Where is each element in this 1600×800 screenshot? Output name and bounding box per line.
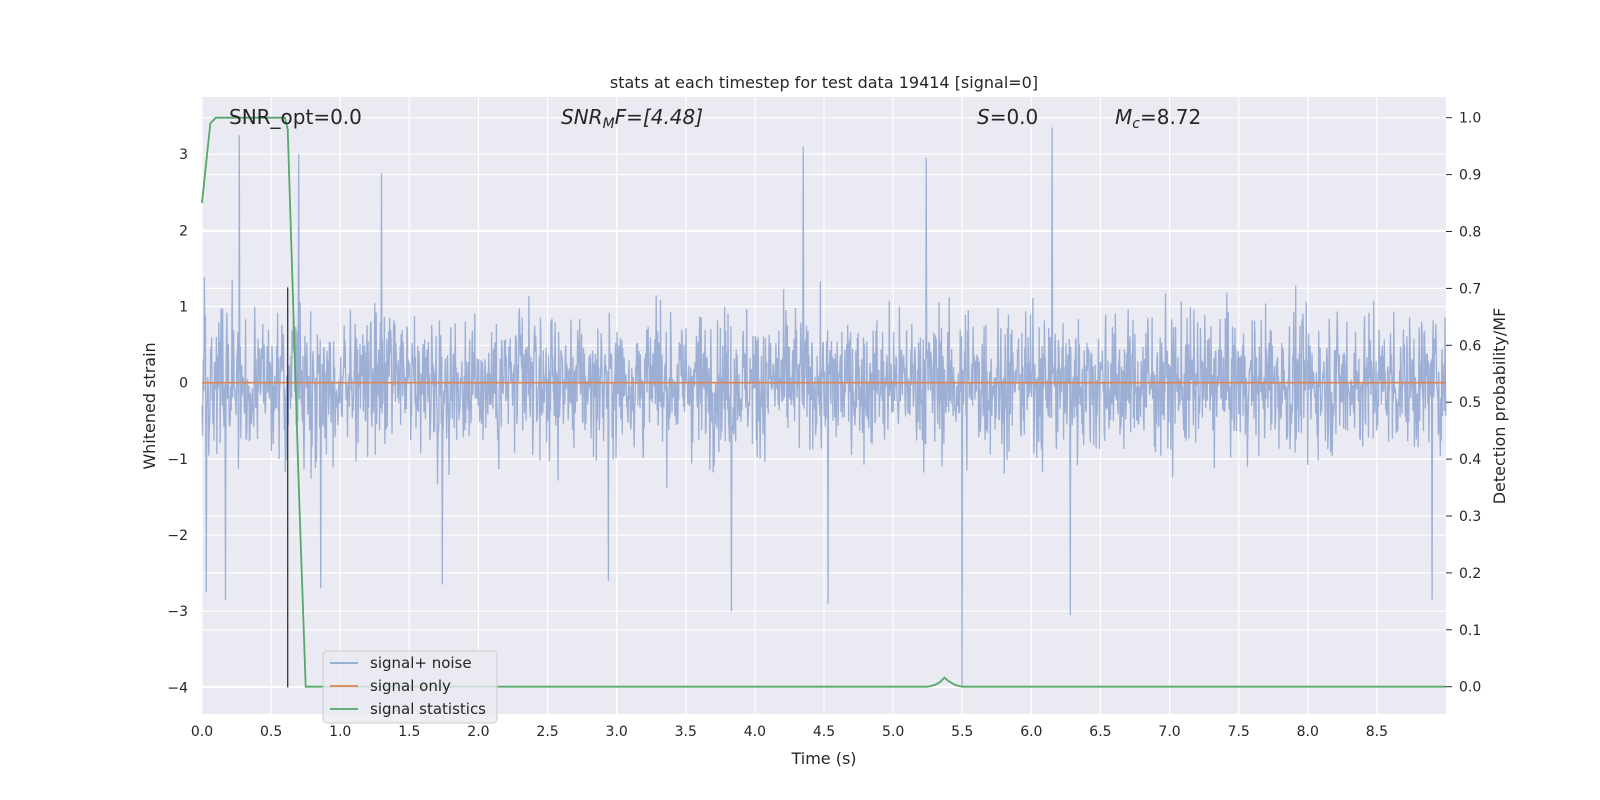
- y-right-tick-label: 0.0: [1459, 680, 1481, 696]
- y-right-tick-label: 0.7: [1459, 281, 1481, 297]
- chart-title: stats at each timestep for test data 194…: [610, 73, 1038, 92]
- y-right-tick-label: 0.1: [1459, 623, 1481, 639]
- x-tick-label: 5.0: [882, 724, 904, 740]
- annotation-s: S=0.0: [977, 105, 1038, 129]
- y-left-tick-label: 1: [179, 299, 188, 315]
- y-right-tick-label: 0.9: [1459, 168, 1481, 184]
- y-left-tick-label: −4: [167, 680, 188, 696]
- x-tick-label: 8.0: [1297, 724, 1319, 740]
- x-tick-label: 5.5: [951, 724, 973, 740]
- y-axis-right-label: Detection probability/MF: [1490, 308, 1509, 505]
- y-axis-left-ticks: 3 2 1 0 −1 −2 −3 −4: [167, 147, 188, 696]
- x-tick-label: 8.5: [1366, 724, 1388, 740]
- annotation-snr-mf: SNRMF=[4.48]: [561, 105, 703, 132]
- y-axis-left-label: Whitened strain: [140, 342, 159, 469]
- x-tick-label: 7.0: [1158, 724, 1180, 740]
- y-right-tick-label: 0.2: [1459, 566, 1481, 582]
- y-left-tick-label: −1: [167, 452, 188, 468]
- annotation-snr-mf-label: SNR: [561, 105, 603, 129]
- y-right-tick-label: 0.5: [1459, 395, 1481, 411]
- x-tick-label: 7.5: [1228, 724, 1250, 740]
- x-tick-label: 1.5: [398, 724, 420, 740]
- x-tick-label: 6.0: [1020, 724, 1042, 740]
- x-tick-label: 6.5: [1089, 724, 1111, 740]
- annotation-snr-mf-rest: F=[4.48]: [615, 105, 703, 129]
- signal-noise-line: [201, 127, 1447, 688]
- signal-statistics-series: [201, 116, 1446, 688]
- x-tick-label: 4.0: [744, 724, 766, 740]
- x-tick-label: 3.0: [606, 724, 628, 740]
- annotation-snr-opt: SNR_opt=0.0: [229, 105, 362, 129]
- y-axis-right-ticks: 1.0 0.9 0.8 0.7 0.6 0.5 0.4 0.3 0.2 0.1 0.0: [1446, 111, 1481, 696]
- legend-label-signal-statistics: signal statistics: [370, 700, 486, 718]
- y-right-tick-label: 0.8: [1459, 225, 1481, 241]
- x-axis-ticks: 0.0 0.5 1.0 1.5 2.0 2.5 3.0 3.5 4.0 4.5 5.0 5.5 6.0 6…: [191, 724, 1388, 740]
- annotation-mc: Mc=8.72: [1115, 105, 1201, 132]
- x-tick-label: 3.5: [675, 724, 697, 740]
- y-left-tick-label: 2: [179, 223, 188, 239]
- x-tick-label: 2.0: [467, 724, 489, 740]
- y-left-tick-label: −3: [167, 604, 188, 620]
- y-right-tick-label: 0.3: [1459, 509, 1481, 525]
- x-tick-label: 2.5: [536, 724, 558, 740]
- legend-label-signal-only: signal only: [370, 677, 451, 695]
- x-tick-label: 0.5: [260, 724, 282, 740]
- x-axis-label: Time (s): [790, 749, 856, 768]
- y-left-tick-label: 0: [179, 376, 188, 392]
- y-right-tick-label: 0.6: [1459, 338, 1481, 354]
- legend-box: [322, 650, 498, 724]
- legend: signal+ noise signal only signal statist…: [322, 650, 498, 724]
- y-left-tick-label: −2: [167, 528, 188, 544]
- annotation-s-value: =0.0: [990, 105, 1039, 129]
- y-left-tick-label: 3: [179, 147, 188, 163]
- signal-statistics-line: [201, 116, 1446, 688]
- x-tick-label: 0.0: [191, 724, 213, 740]
- annotation-s-label: S: [977, 105, 990, 129]
- annotation-mc-sub: c: [1132, 116, 1140, 132]
- signal-noise-series: [201, 127, 1447, 688]
- annotation-mc-label: M: [1115, 105, 1132, 129]
- legend-label-signal-noise: signal+ noise: [370, 654, 472, 672]
- y-right-tick-label: 0.4: [1459, 452, 1481, 468]
- x-tick-label: 4.5: [813, 724, 835, 740]
- annotation-mc-value: =8.72: [1140, 105, 1201, 129]
- x-tick-label: 1.0: [329, 724, 351, 740]
- annotation-snr-mf-sub: M: [603, 116, 615, 132]
- y-right-tick-label: 1.0: [1459, 111, 1481, 127]
